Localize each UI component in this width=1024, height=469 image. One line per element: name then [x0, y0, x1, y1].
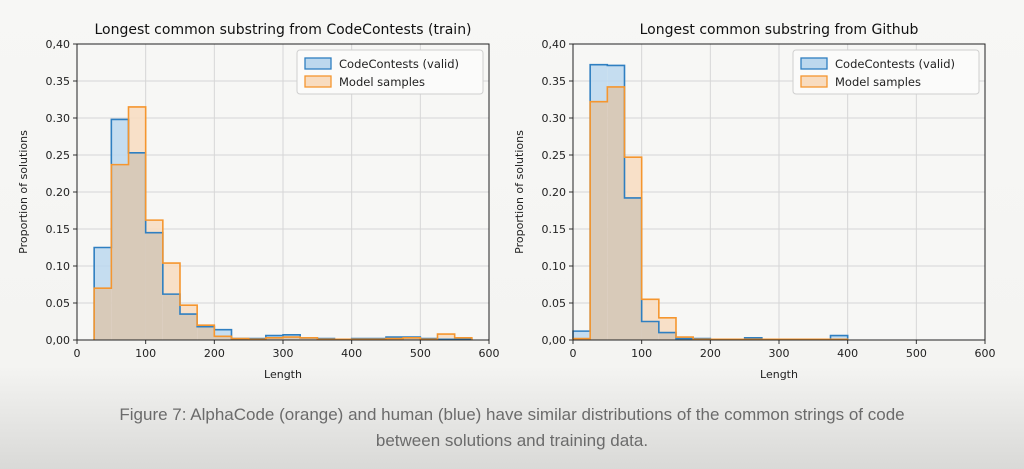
y-tick-label: 0,00	[46, 334, 71, 347]
x-tick-label: 500	[410, 347, 431, 360]
x-axis-label: Length	[264, 368, 302, 381]
x-tick-label: 300	[273, 347, 294, 360]
bar-overlap	[145, 232, 163, 340]
series-line-model	[93, 106, 473, 341]
x-tick-label: 600	[975, 347, 996, 360]
legend-swatch	[800, 75, 828, 88]
bar-human	[265, 335, 283, 338]
bar-overlap	[300, 337, 318, 340]
legend: CodeContests (valid) Model samples	[296, 49, 484, 95]
legend-swatch	[304, 75, 332, 88]
x-tick-label: 100	[135, 347, 156, 360]
legend-box	[296, 49, 484, 95]
y-axis-label: Proportion of solutions	[17, 130, 30, 254]
y-tick-label: 0,00	[542, 334, 567, 347]
y-tick-label: 0,40	[542, 38, 567, 51]
bar-overlap	[283, 337, 301, 340]
y-tick-label: 0.15	[46, 223, 71, 236]
bar-overlap	[641, 321, 659, 340]
legend-label: Model samples	[339, 75, 425, 89]
bar-overlap	[590, 101, 608, 340]
bar-overlap	[403, 337, 421, 340]
legend-label: CodeContests (valid)	[339, 57, 459, 71]
y-tick-label: 0,40	[46, 38, 71, 51]
bar-overlap	[128, 152, 146, 340]
bar-human	[94, 247, 112, 289]
y-tick-label: 0.05	[542, 297, 567, 310]
x-axis-label: Length	[760, 368, 798, 381]
bar-model	[145, 220, 163, 233]
y-tick-label: 0.10	[542, 260, 567, 273]
bar-model	[162, 263, 180, 295]
caption-line-2: between solutions and training data.	[375, 431, 649, 450]
bar-overlap	[162, 294, 180, 340]
bar-human	[214, 329, 232, 337]
x-tick-label: 100	[631, 347, 652, 360]
bar-model	[641, 299, 659, 322]
chart-title: Longest common substring from CodeContes…	[94, 22, 471, 38]
chart-panel-2: 0 100 200 300 400 500 600 0,00 0.05 0.10 0.15 0.20 0…	[513, 22, 996, 381]
x-tick-label: 600	[479, 347, 500, 360]
legend-label: Model samples	[835, 75, 921, 89]
bar-overlap	[94, 288, 112, 340]
bar-model	[624, 157, 642, 198]
bar-overlap	[607, 86, 625, 340]
figure-canvas: 0 100 200 300 400 500 600 0,00 0.05 0.10 0.15 0.20 0…	[17, 22, 996, 381]
y-tick-label: 0.15	[542, 223, 567, 236]
bar-overlap	[265, 337, 283, 340]
figure-caption: Figure 7: AlphaCode (orange) and human (…	[0, 402, 1024, 454]
bar-overlap	[658, 332, 676, 340]
y-axis-label: Proportion of solutions	[513, 130, 526, 254]
bar-human	[607, 65, 625, 87]
bar-overlap	[624, 197, 642, 340]
legend-box	[792, 49, 980, 95]
bar-human	[830, 335, 848, 340]
legend-swatch	[800, 57, 828, 70]
chart-panel-1: 0 100 200 300 400 500 600 0,00 0.05 0.10 0.15 0.20 0…	[17, 22, 500, 381]
y-tick-label: 0.25	[542, 149, 567, 162]
y-tick-label: 0.35	[46, 75, 71, 88]
bar-model	[658, 317, 676, 333]
bar-human	[283, 334, 301, 338]
y-tick-label: 0.30	[46, 112, 71, 125]
y-tick-label: 0.10	[46, 260, 71, 273]
y-tick-label: 0.20	[542, 186, 567, 199]
y-tick-label: 0.20	[46, 186, 71, 199]
legend-swatch	[304, 57, 332, 70]
y-tick-label: 0.05	[46, 297, 71, 310]
legend: CodeContests (valid) Model samples	[792, 49, 980, 95]
series-line-model	[572, 86, 849, 341]
bar-overlap	[197, 326, 215, 340]
bar-human	[573, 331, 591, 339]
x-tick-label: 400	[341, 347, 362, 360]
legend-label: CodeContests (valid)	[835, 57, 955, 71]
x-tick-label: 200	[204, 347, 225, 360]
x-tick-label: 0	[570, 347, 577, 360]
bar-model	[128, 106, 146, 153]
bar-human	[590, 64, 608, 102]
plot-frame	[76, 43, 490, 341]
y-tick-label: 0.25	[46, 149, 71, 162]
x-tick-label: 400	[837, 347, 858, 360]
bar-overlap	[214, 336, 232, 340]
x-tick-label: 200	[700, 347, 721, 360]
bar-model	[180, 305, 198, 315]
chart-title: Longest common substring from Github	[640, 22, 919, 38]
bar-human	[111, 119, 129, 165]
y-tick-label: 0.35	[542, 75, 567, 88]
plot-frame	[572, 43, 986, 341]
y-tick-label: 0.30	[542, 112, 567, 125]
bar-overlap	[111, 164, 129, 340]
x-tick-label: 300	[769, 347, 790, 360]
x-tick-label: 0	[74, 347, 81, 360]
bar-model	[437, 334, 455, 340]
x-tick-label: 500	[906, 347, 927, 360]
bar-overlap	[180, 314, 198, 340]
caption-line-1: Figure 7: AlphaCode (orange) and human (…	[119, 405, 905, 424]
